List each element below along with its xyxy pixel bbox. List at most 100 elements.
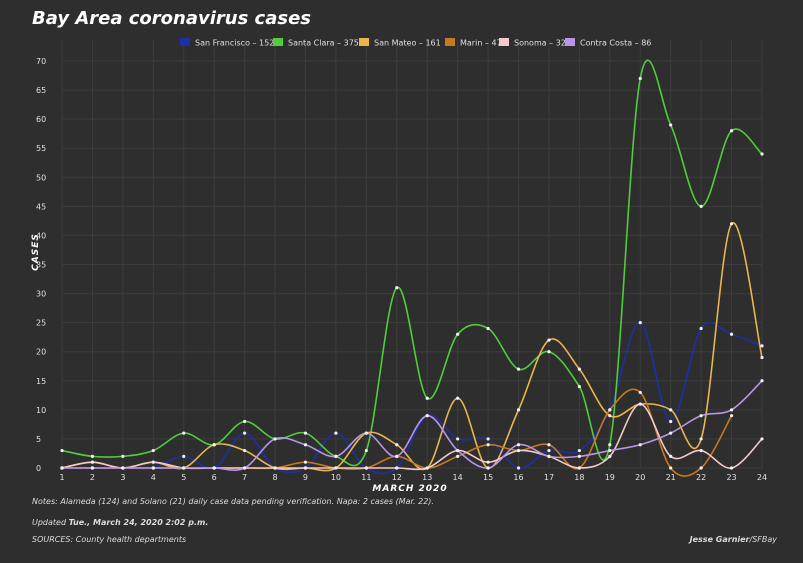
data-point <box>760 437 764 441</box>
data-point <box>760 355 764 360</box>
data-point <box>669 123 673 127</box>
data-point <box>729 408 734 412</box>
legend-swatch <box>273 38 283 46</box>
x-axis-ticks: 1 2 3 4 5 6 7 8 9 10 11 12 13 14 15 16 17 18 19 20 21 22 23 24 <box>59 473 767 482</box>
y-axis-ticks: 0 5 10 15 20 25 30 35 40 45 50 55 60 65 70 <box>36 57 46 473</box>
data-point <box>395 286 399 290</box>
y-axis-title: CASES <box>31 233 41 271</box>
y-tick-label: 0 <box>36 464 41 473</box>
x-tick-label: 8 <box>272 473 277 482</box>
updated-prefix: Updated <box>32 518 69 527</box>
data-point <box>547 338 551 342</box>
data-point <box>760 152 764 156</box>
data-point <box>303 460 308 464</box>
series-lines <box>61 59 763 477</box>
credit-outlet: /SFBay <box>749 535 778 544</box>
x-tick-label: 5 <box>181 473 186 482</box>
data-point <box>456 437 460 441</box>
data-point <box>425 466 429 470</box>
x-tick-label: 1 <box>59 473 64 482</box>
data-point <box>486 460 490 464</box>
legend-label: Sonoma – 32 <box>514 39 566 48</box>
series-points <box>60 76 764 470</box>
data-point <box>121 454 125 458</box>
data-point <box>699 437 703 441</box>
y-tick-label: 40 <box>36 231 46 240</box>
credit: Jesse Garnier/SFBay <box>690 535 777 544</box>
y-tick-label: 5 <box>36 435 41 444</box>
x-tick-label: 10 <box>331 473 341 482</box>
data-point <box>243 466 247 470</box>
legend-label: San Mateo – 161 <box>374 39 441 48</box>
x-tick-label: 12 <box>392 473 402 482</box>
x-tick-label: 7 <box>242 473 247 482</box>
legend-swatch <box>180 38 190 46</box>
data-point <box>182 454 186 458</box>
x-tick-label: 22 <box>696 473 706 482</box>
data-point <box>243 419 247 424</box>
data-point <box>577 454 581 458</box>
legend-swatch <box>565 38 575 46</box>
data-point <box>608 454 612 458</box>
data-point <box>669 431 673 435</box>
x-tick-label: 24 <box>757 473 767 482</box>
y-tick-label: 70 <box>36 57 46 66</box>
legend-swatch <box>499 38 509 46</box>
updated-timestamp: Tue., March 24, 2020 2:02 p.m. <box>68 518 209 527</box>
data-point <box>364 466 368 470</box>
data-point <box>395 443 399 447</box>
x-tick-label: 2 <box>90 473 95 482</box>
data-point <box>669 419 673 424</box>
data-point <box>182 431 186 435</box>
series-line-2 <box>61 222 763 472</box>
data-point <box>608 443 612 447</box>
legend-label: Contra Costa – 86 <box>580 39 651 48</box>
data-point <box>486 326 490 331</box>
series-line-1 <box>61 59 763 467</box>
data-point <box>273 437 277 441</box>
data-point <box>151 460 155 464</box>
data-point <box>90 454 95 458</box>
y-tick-label: 10 <box>36 406 46 415</box>
data-point <box>516 408 521 412</box>
x-tick-label: 21 <box>666 473 676 482</box>
data-point <box>608 408 612 412</box>
data-point <box>425 414 429 418</box>
data-point <box>547 454 551 458</box>
data-point <box>303 466 308 470</box>
y-tick-label: 15 <box>36 377 46 386</box>
data-point <box>547 350 551 354</box>
data-point <box>486 437 490 441</box>
data-point <box>638 390 642 395</box>
data-point <box>516 448 521 453</box>
data-point <box>90 466 95 470</box>
data-point <box>395 466 399 470</box>
data-point <box>456 448 460 453</box>
data-point <box>699 204 703 208</box>
data-point <box>729 222 734 226</box>
x-tick-label: 17 <box>544 473 554 482</box>
series-line-0 <box>62 321 763 475</box>
x-tick-label: 18 <box>574 473 584 482</box>
data-point <box>729 332 734 336</box>
x-tick-label: 6 <box>212 473 217 482</box>
credit-author: Jesse Garnier <box>689 535 750 544</box>
x-axis-title: MARCH 2020 <box>372 484 447 494</box>
data-point <box>303 443 308 447</box>
y-tick-label: 30 <box>36 290 46 299</box>
data-point <box>577 466 581 470</box>
grid-lines <box>61 39 763 469</box>
chart-title: Bay Area coronavirus cases <box>32 8 312 29</box>
data-point <box>547 448 551 453</box>
x-tick-label: 23 <box>726 473 736 482</box>
data-point <box>425 396 429 400</box>
x-tick-label: 20 <box>635 473 645 482</box>
data-point <box>456 396 460 400</box>
data-point <box>669 466 673 470</box>
note-updated: Updated Tue., March 24, 2020 2:02 p.m. <box>32 518 208 527</box>
data-point <box>364 431 368 435</box>
data-point <box>577 367 581 371</box>
legend-label: Marin – 47 <box>460 39 502 48</box>
data-point <box>699 466 703 470</box>
